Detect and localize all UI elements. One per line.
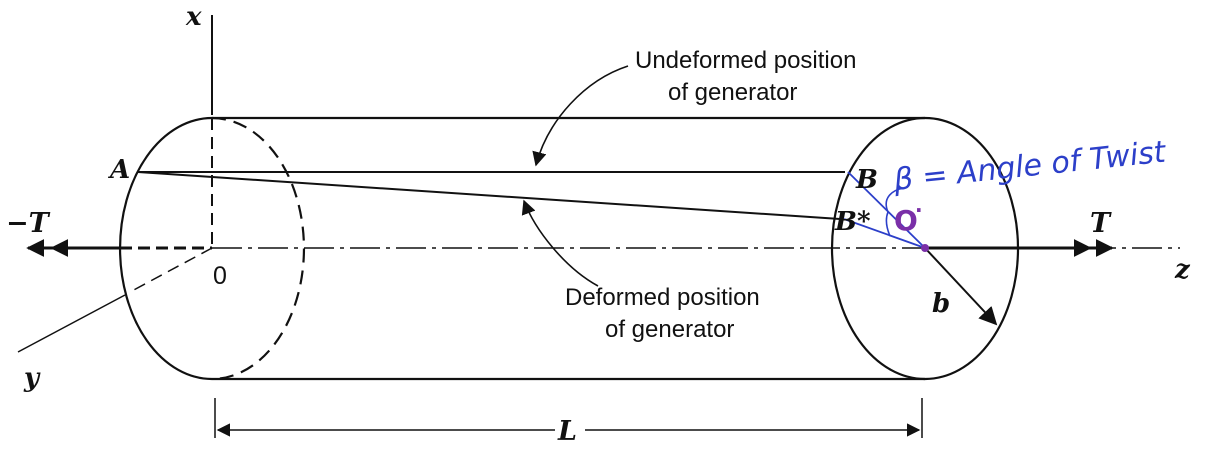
deformed-generator-line	[137, 171, 841, 220]
y-axis-line	[17, 294, 126, 353]
point-b-label: B	[855, 165, 878, 195]
deformed-caption-line2: of generator	[605, 316, 734, 343]
annotation-angle-arc	[885, 211, 891, 237]
y-axis-label: y	[23, 363, 41, 393]
deformed-leader-arrow	[521, 199, 599, 287]
handwritten-center-label: O	[894, 204, 918, 237]
z-axis-label: z	[1174, 255, 1191, 285]
undeformed-leader-arrow	[532, 65, 629, 167]
radius-arrow	[924, 247, 998, 326]
x-axis-label: x	[185, 2, 202, 32]
center-point-dot	[921, 244, 929, 252]
handwritten-center-mark: .	[915, 193, 923, 217]
annotation-obstar-line	[843, 218, 926, 249]
point-b-star-label: B*	[834, 207, 871, 237]
y-axis-hidden-line	[129, 247, 213, 293]
undeformed-caption-line1: Undeformed position	[635, 47, 856, 74]
handwritten-angle-note: β = Angle of Twist	[891, 134, 1168, 198]
origin-label: 0	[213, 262, 227, 290]
length-label: L	[557, 416, 577, 447]
left-end-hidden-arc	[211, 116, 306, 381]
radius-label: b	[932, 289, 950, 319]
point-a-label: A	[107, 155, 130, 185]
pos-torque-label: T	[1090, 208, 1112, 239]
deformed-caption-line1: Deformed position	[565, 284, 760, 311]
undeformed-caption-line2: of generator	[668, 79, 797, 106]
neg-torque-label: −T	[6, 208, 51, 239]
annotation-pointer-arrow	[885, 187, 905, 213]
